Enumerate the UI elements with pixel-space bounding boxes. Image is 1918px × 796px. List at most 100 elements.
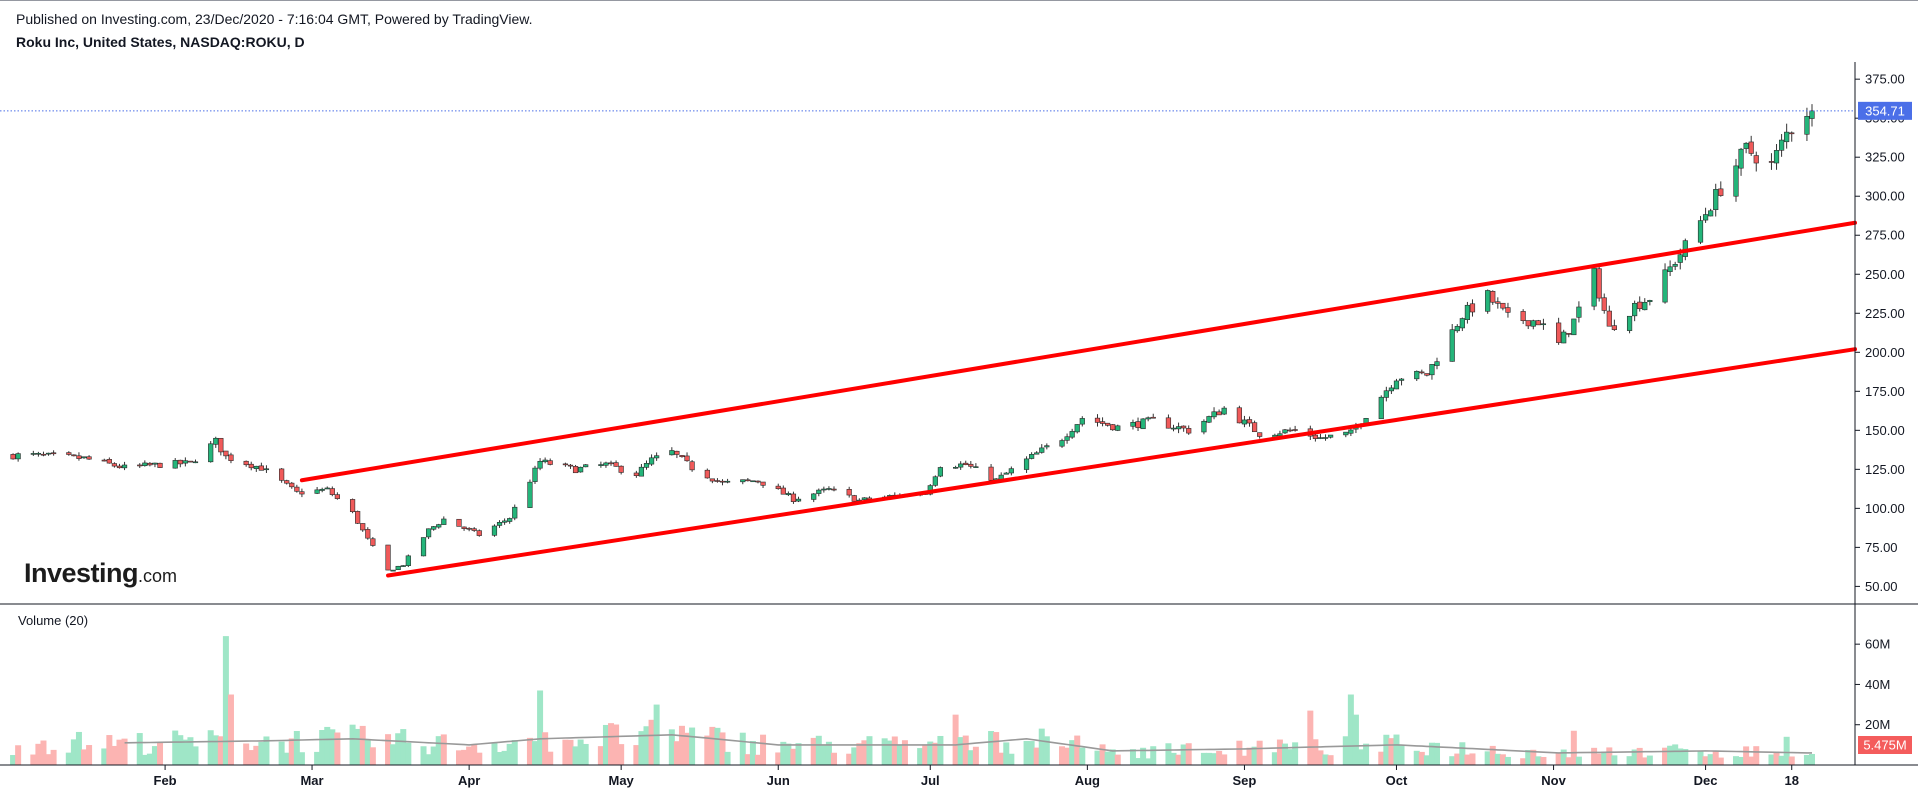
volume-bar [182,739,189,765]
candle [958,461,964,470]
candle [613,460,619,467]
volume-bar [212,735,219,765]
candle-body [562,463,569,466]
candle-body [1211,411,1217,418]
candle-body [35,452,42,455]
volume-bar [1469,753,1476,765]
volume-bar [440,734,447,765]
volume-bar [932,742,939,765]
volume-bar [608,723,615,765]
volume-bar [136,733,143,765]
volume-bar [1454,753,1461,765]
candle [826,486,832,491]
candle-body [461,526,467,529]
candle [395,565,401,570]
candle [1708,208,1714,217]
last-price-tag [1858,101,1912,120]
candle [314,486,320,495]
volume-bar [542,732,549,765]
candle [1317,433,1324,440]
candle [755,480,761,484]
candle-body [963,462,969,466]
candle-body [71,454,77,457]
candle [537,458,543,471]
candle-body [1530,320,1536,327]
last-price-label: 354.71 [1865,103,1905,118]
candle [1606,305,1612,327]
candle-body [491,525,498,536]
candle [1130,419,1136,430]
candle [745,477,751,482]
volume-bar [359,725,366,765]
candle [248,461,254,471]
candle-body [512,506,518,519]
candle-body [740,479,746,483]
candle [1211,407,1217,420]
candle-body [192,461,199,464]
candle [547,458,553,466]
candle [618,465,624,475]
volume-bar [349,724,356,765]
volume-bar [1317,750,1324,765]
candle-body [152,462,158,465]
candle [1165,414,1172,429]
candle [968,461,974,469]
candle [1535,319,1541,326]
candle [1282,428,1288,435]
candle [466,527,472,532]
x-tick-label: Feb [154,773,177,788]
volume-bar [263,736,270,765]
candle-body [101,459,107,462]
candle [1591,264,1597,311]
volume-bar [405,742,412,765]
volume-bar [1251,746,1258,765]
candle [1642,298,1648,311]
volume-bar [851,747,858,765]
volume-bar [775,752,782,765]
volume-bar [1205,752,1212,765]
volume-bar [1596,753,1603,765]
volume-bar [1601,751,1608,765]
volume-bar [1662,747,1669,765]
candle [30,450,36,456]
candle [1059,438,1065,448]
candle [425,528,432,540]
volume-bar [1327,755,1334,765]
volume-bar [1246,747,1253,765]
candle [679,455,685,458]
candle-body [390,569,396,572]
volume-bar [1292,742,1299,765]
candle-body [147,462,153,466]
candle-body [1023,458,1030,470]
candle-body [157,462,163,468]
candle [223,450,229,460]
candle [1662,263,1668,304]
candle [1718,181,1724,197]
volume-bar [293,731,300,765]
candle [436,523,442,529]
candle-body [1632,302,1638,317]
volume-bar [633,745,640,765]
candle-body [1576,306,1582,318]
candle-body [1292,429,1298,431]
candle-body [537,460,543,469]
volume-bar [1717,757,1724,765]
volume-bar [278,741,285,765]
candle-body [360,523,366,531]
volume-bar [1347,694,1354,765]
volume-bar [75,731,82,765]
volume-bar [253,745,260,765]
volume-bar [927,741,934,765]
candle-body [1490,290,1496,303]
volume-bar [744,754,751,765]
candle [578,466,584,473]
volume-bar [1464,754,1471,765]
x-tick-label: Mar [300,773,323,788]
candle [71,454,77,457]
candle-body [1343,431,1349,436]
candle [785,491,791,497]
candle-body [714,480,721,482]
candle-body [861,497,867,500]
candle-body [400,565,406,567]
